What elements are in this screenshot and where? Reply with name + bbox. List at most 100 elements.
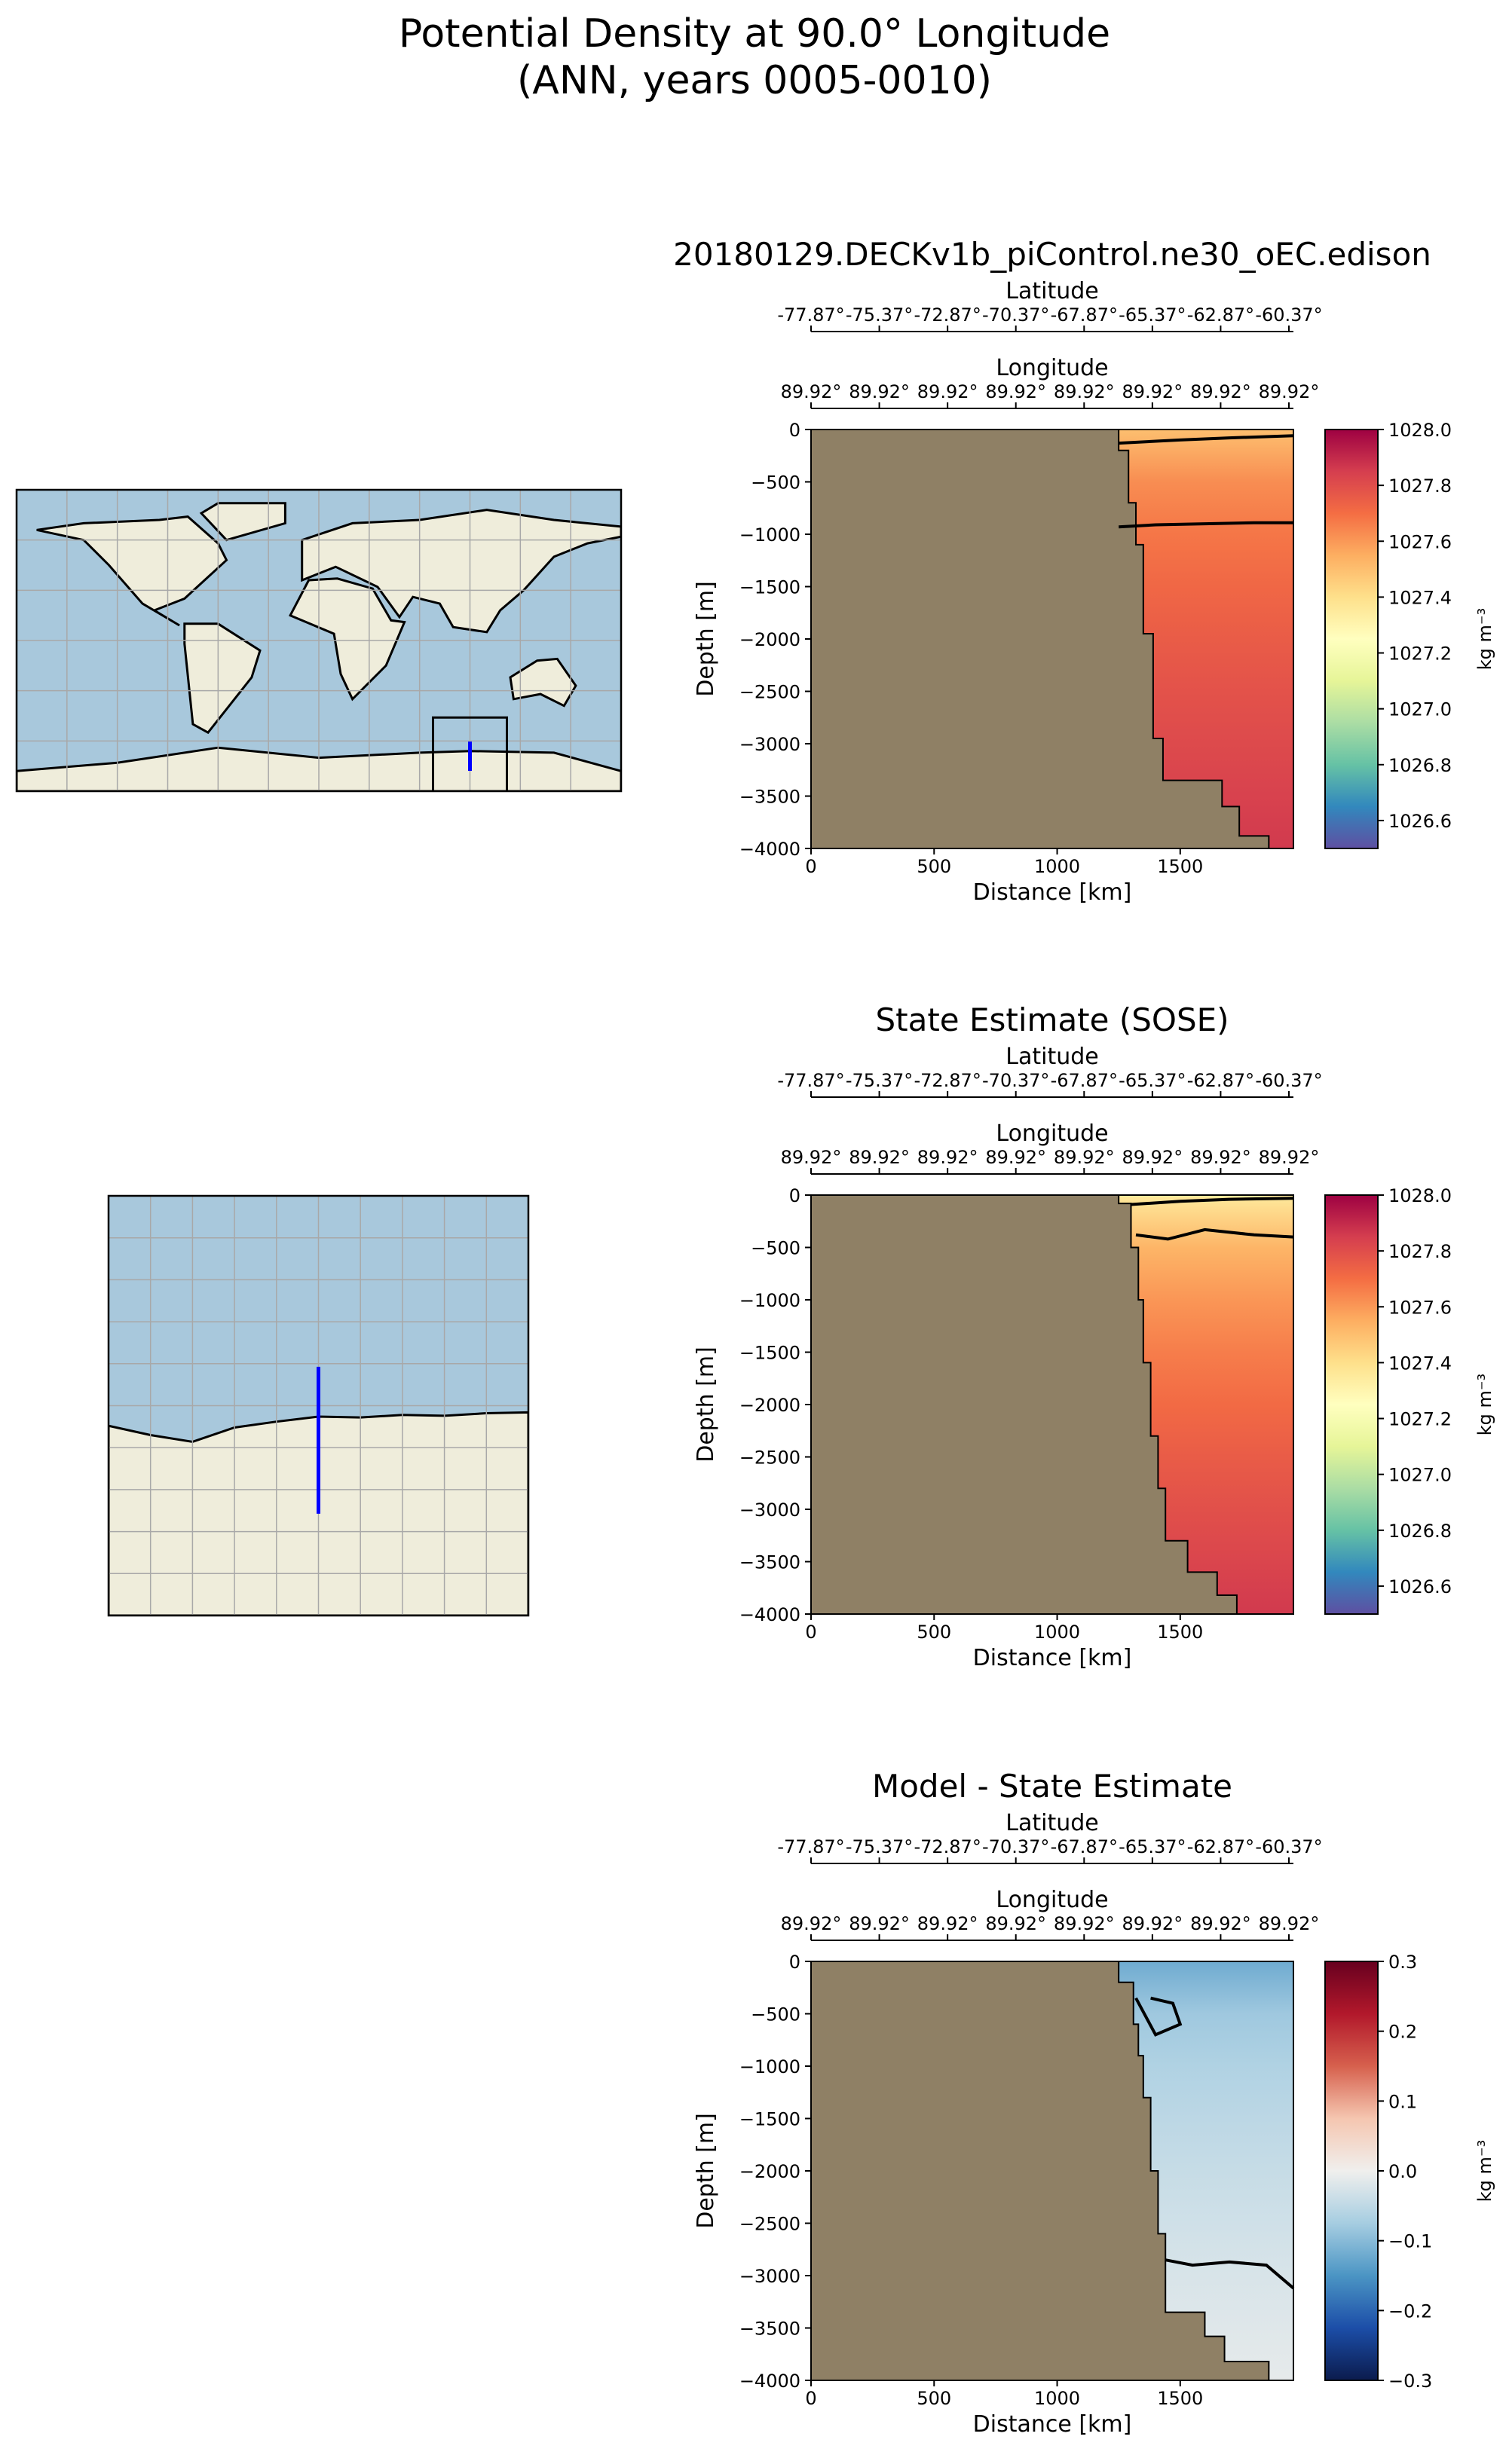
y-tick-label: −4000 xyxy=(739,1604,800,1625)
longitude-tick-label: 89.92° xyxy=(1122,381,1183,402)
x-tick-label: 1000 xyxy=(1034,856,1080,877)
colorbar-tick-label: 1026.8 xyxy=(1388,755,1452,776)
y-tick-label: 0 xyxy=(789,420,800,441)
longitude-tick-label: 89.92° xyxy=(917,1913,978,1934)
x-tick-label: 1000 xyxy=(1034,2388,1080,2409)
colorbar-tick-label: 0.2 xyxy=(1388,2022,1417,2043)
colorbar xyxy=(1324,429,1379,849)
y-tick-label: −500 xyxy=(751,2004,800,2025)
colorbar-tick-label: 1028.0 xyxy=(1388,420,1452,441)
longitude-tick-label: 89.92° xyxy=(781,1147,842,1168)
latitude-tick-label: -72.87° xyxy=(914,1070,981,1091)
y-tick-label: −1500 xyxy=(739,2109,800,2130)
latitude-tick-label: -65.37° xyxy=(1119,1070,1186,1091)
latitude-tick-label: -62.87° xyxy=(1187,1070,1254,1091)
latitude-tick-label: -77.87° xyxy=(777,304,844,326)
latitude-axis-label: Latitude xyxy=(1005,1810,1098,1836)
map-frame xyxy=(107,1194,530,1617)
colorbar-tick-label: 1027.6 xyxy=(1388,1297,1452,1318)
y-tick-label: −2000 xyxy=(739,1395,800,1416)
map-global xyxy=(15,488,623,793)
map-frame xyxy=(15,488,623,793)
panel-title: Model - State Estimate xyxy=(872,1768,1232,1805)
contour-line xyxy=(1131,1197,1294,1206)
colorbar-tick-label: 1027.2 xyxy=(1388,1409,1452,1430)
x-tick-label: 1500 xyxy=(1157,856,1203,877)
longitude-tick-label: 89.92° xyxy=(1190,381,1251,402)
y-tick-label: −4000 xyxy=(739,2371,800,2392)
colorbar-tick-label: 1027.6 xyxy=(1388,531,1452,552)
inset-box xyxy=(431,716,509,791)
longitude-axis-label: Longitude xyxy=(996,1887,1108,1913)
landmass xyxy=(183,622,262,735)
y-tick-label: 0 xyxy=(789,1952,800,1973)
bathymetry-land xyxy=(810,1961,1270,2381)
longitude-tick-label: 89.92° xyxy=(1259,381,1320,402)
figure-title-line2: (ANN, years 0005-0010) xyxy=(516,58,993,103)
x-axis-label: Distance [km] xyxy=(973,1645,1132,1671)
panel-title: 20180129.DECKv1b_piControl.ne30_oEC.edis… xyxy=(673,236,1431,273)
x-tick-label: 1000 xyxy=(1034,1622,1080,1643)
contour-line xyxy=(1119,521,1293,529)
longitude-tick-label: 89.92° xyxy=(1054,1913,1115,1934)
landmass xyxy=(36,515,228,627)
colorbar xyxy=(1324,1961,1379,2381)
contour-line xyxy=(1165,2258,1295,2290)
longitude-tick-label: 89.92° xyxy=(1259,1147,1320,1168)
latitude-tick-label: -72.87° xyxy=(914,304,981,326)
longitude-tick-label: 89.92° xyxy=(781,1913,842,1934)
contour-line xyxy=(1119,434,1294,445)
x-tick-label: 1500 xyxy=(1157,2388,1203,2409)
y-tick-label: −1000 xyxy=(739,2056,800,2077)
colorbar-tick-label: 1027.4 xyxy=(1388,587,1452,608)
longitude-tick-label: 89.92° xyxy=(985,1913,1046,1934)
colorbar-tick-label: 1028.0 xyxy=(1388,1185,1452,1206)
y-tick-label: −1500 xyxy=(739,577,800,598)
map-regional xyxy=(107,1194,530,1617)
colorbar xyxy=(1324,1194,1379,1615)
longitude-axis-label: Longitude xyxy=(996,1120,1108,1147)
bathymetry-land xyxy=(810,429,1270,849)
latitude-tick-label: -65.37° xyxy=(1119,1836,1186,1857)
y-tick-label: 0 xyxy=(789,1185,800,1206)
y-tick-label: −1500 xyxy=(739,1343,800,1364)
x-tick-label: 0 xyxy=(805,1622,816,1643)
x-tick-label: 0 xyxy=(805,856,816,877)
longitude-tick-label: 89.92° xyxy=(1122,1147,1183,1168)
latitude-tick-label: -65.37° xyxy=(1119,304,1186,326)
landmass xyxy=(199,502,286,542)
longitude-tick-label: 89.92° xyxy=(1054,1147,1115,1168)
x-tick-label: 0 xyxy=(805,2388,816,2409)
panel-title: State Estimate (SOSE) xyxy=(875,1001,1229,1038)
x-axis-label: Distance [km] xyxy=(973,879,1132,906)
colorbar-tick-label: −0.1 xyxy=(1388,2231,1432,2252)
longitude-tick-label: 89.92° xyxy=(1190,1147,1251,1168)
panel-model: 0 500 1000 1500 Distance [km] 0 −500 −1000 −1500… xyxy=(673,236,1495,906)
colorbar-tick-label: 1027.0 xyxy=(1388,1465,1452,1486)
longitude-tick-label: 89.92° xyxy=(849,1147,910,1168)
latitude-tick-label: -67.87° xyxy=(1051,1836,1118,1857)
colorbar-tick-label: 1027.4 xyxy=(1388,1353,1452,1374)
y-axis-label: Depth [m] xyxy=(693,581,719,697)
y-tick-label: −3000 xyxy=(739,2266,800,2287)
latitude-tick-label: -60.37° xyxy=(1255,1836,1322,1857)
latitude-tick-label: -77.87° xyxy=(777,1070,844,1091)
colorbar-tick-label: −0.2 xyxy=(1388,2300,1432,2322)
x-tick-label: 500 xyxy=(917,856,951,877)
longitude-axis-label: Longitude xyxy=(996,355,1108,381)
latitude-tick-label: -70.37° xyxy=(982,1070,1049,1091)
longitude-tick-label: 89.92° xyxy=(781,381,842,402)
latitude-tick-label: -75.37° xyxy=(846,1070,913,1091)
longitude-tick-label: 89.92° xyxy=(917,1147,978,1168)
colorbar-tick-label: −0.3 xyxy=(1388,2371,1432,2392)
y-tick-label: −1000 xyxy=(739,1290,800,1311)
latitude-tick-label: -67.87° xyxy=(1051,304,1118,326)
latitude-axis-label: Latitude xyxy=(1005,278,1098,304)
y-tick-label: −1000 xyxy=(739,524,800,546)
colorbar-label: kg m⁻³ xyxy=(1474,608,1495,670)
y-tick-label: −2500 xyxy=(739,682,800,703)
latitude-tick-label: -62.87° xyxy=(1187,304,1254,326)
y-tick-label: −3500 xyxy=(739,2319,800,2340)
figure-title-line1: Potential Density at 90.0° Longitude xyxy=(398,11,1111,57)
y-tick-label: −3500 xyxy=(739,787,800,808)
